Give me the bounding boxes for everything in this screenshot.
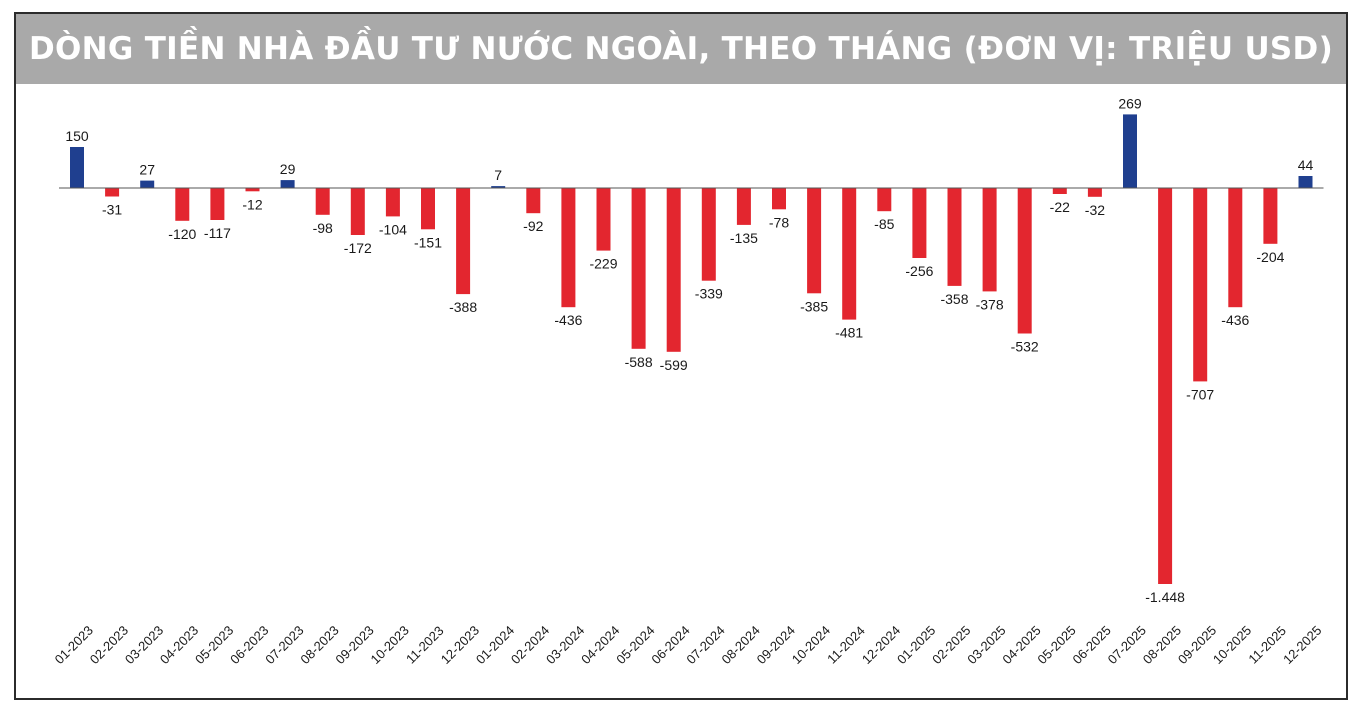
data-label-07-2024: -339 xyxy=(695,286,723,302)
title-bar: DÒNG TIỀN NHÀ ĐẦU TƯ NƯỚC NGOÀI, THEO TH… xyxy=(16,14,1346,84)
bar-09-2025 xyxy=(1193,188,1208,382)
bar-02-2023 xyxy=(105,188,120,197)
bar-10-2025 xyxy=(1228,188,1243,308)
data-label-12-2024: -85 xyxy=(874,216,894,232)
bar-04-2023 xyxy=(175,188,190,221)
data-label-07-2023: 29 xyxy=(280,161,296,177)
data-label-09-2025: -707 xyxy=(1186,386,1214,402)
data-label-12-2023: -388 xyxy=(449,299,477,315)
bar-12-2024 xyxy=(877,188,892,212)
bar-10-2024 xyxy=(807,188,822,294)
x-tick-10-2025: 10-2025 xyxy=(1210,623,1254,667)
bar-07-2024 xyxy=(701,188,716,281)
bar-08-2025 xyxy=(1158,188,1173,584)
data-label-01-2025: -256 xyxy=(905,263,933,279)
bar-04-2025 xyxy=(1017,188,1032,334)
x-tick-12-2025: 12-2025 xyxy=(1280,623,1324,667)
data-label-01-2024: 7 xyxy=(494,167,502,183)
data-label-06-2025: -32 xyxy=(1085,202,1105,218)
data-label-03-2024: -436 xyxy=(554,312,582,328)
bar-12-2023 xyxy=(456,188,471,295)
data-label-03-2023: 27 xyxy=(139,162,155,178)
bar-11-2024 xyxy=(842,188,857,320)
bar-05-2024 xyxy=(631,188,646,349)
x-tick-10-2024: 10-2024 xyxy=(789,623,833,667)
bar-03-2024 xyxy=(561,188,576,308)
bar-11-2025 xyxy=(1263,188,1278,244)
bar-11-2023 xyxy=(421,188,435,230)
bar-07-2025 xyxy=(1123,114,1137,188)
data-label-02-2025: -358 xyxy=(940,291,968,307)
data-label-10-2025: -436 xyxy=(1221,312,1249,328)
data-label-06-2024: -599 xyxy=(660,357,688,373)
bar-01-2023 xyxy=(70,147,84,188)
data-label-08-2024: -135 xyxy=(730,230,758,246)
data-label-06-2023: -12 xyxy=(242,196,262,212)
bar-05-2023 xyxy=(210,188,225,220)
data-label-02-2024: -92 xyxy=(523,218,543,234)
bar-09-2024 xyxy=(772,188,786,210)
bar-06-2023 xyxy=(245,188,260,192)
bar-02-2025 xyxy=(947,188,962,286)
bars-layer xyxy=(70,114,1313,584)
bar-12-2025 xyxy=(1298,176,1313,188)
bar-08-2023 xyxy=(315,188,330,215)
data-label-09-2024: -78 xyxy=(769,214,789,230)
bar-03-2023 xyxy=(140,180,155,188)
data-label-05-2024: -588 xyxy=(625,354,653,370)
bar-10-2023 xyxy=(385,188,400,217)
data-label-04-2024: -229 xyxy=(589,256,617,272)
bar-06-2024 xyxy=(666,188,681,352)
data-label-11-2023: -151 xyxy=(414,234,442,250)
data-label-08-2025: -1.448 xyxy=(1145,589,1185,605)
data-label-05-2023: -117 xyxy=(204,225,231,241)
value-labels-layer: 150 -31 27 -120 -117 -12 29 -98 -172 -104 -151 -388… xyxy=(65,95,1313,605)
x-tick-10-2023: 10-2023 xyxy=(368,623,412,667)
bar-07-2023 xyxy=(280,180,295,188)
bar-03-2025 xyxy=(982,188,997,292)
data-label-01-2023: 150 xyxy=(65,128,89,144)
bar-01-2024 xyxy=(491,186,506,188)
x-tick-labels-layer: 01-202302-202303-202304-202305-202306-20… xyxy=(52,623,1325,667)
bar-08-2024 xyxy=(736,188,751,225)
bar-05-2025 xyxy=(1052,188,1067,194)
chart-title: DÒNG TIỀN NHÀ ĐẦU TƯ NƯỚC NGOÀI, THEO TH… xyxy=(28,31,1334,67)
data-label-11-2025: -204 xyxy=(1256,249,1284,265)
bar-01-2025 xyxy=(912,188,927,258)
bar-02-2024 xyxy=(526,188,541,214)
data-label-10-2023: -104 xyxy=(379,221,407,237)
data-label-11-2024: -481 xyxy=(835,325,863,341)
data-label-09-2023: -172 xyxy=(344,240,372,256)
data-label-05-2025: -22 xyxy=(1050,199,1070,215)
bar-06-2025 xyxy=(1087,188,1102,197)
data-label-04-2025: -532 xyxy=(1011,339,1039,355)
data-label-07-2025: 269 xyxy=(1118,95,1142,111)
data-label-02-2023: -31 xyxy=(102,202,122,218)
data-label-08-2023: -98 xyxy=(313,220,333,236)
data-label-10-2024: -385 xyxy=(800,298,828,314)
data-label-04-2023: -120 xyxy=(168,226,196,242)
bar-09-2023 xyxy=(350,188,365,235)
data-label-03-2025: -378 xyxy=(976,296,1004,312)
bar-04-2024 xyxy=(596,188,611,251)
data-label-12-2025: 44 xyxy=(1298,157,1314,173)
